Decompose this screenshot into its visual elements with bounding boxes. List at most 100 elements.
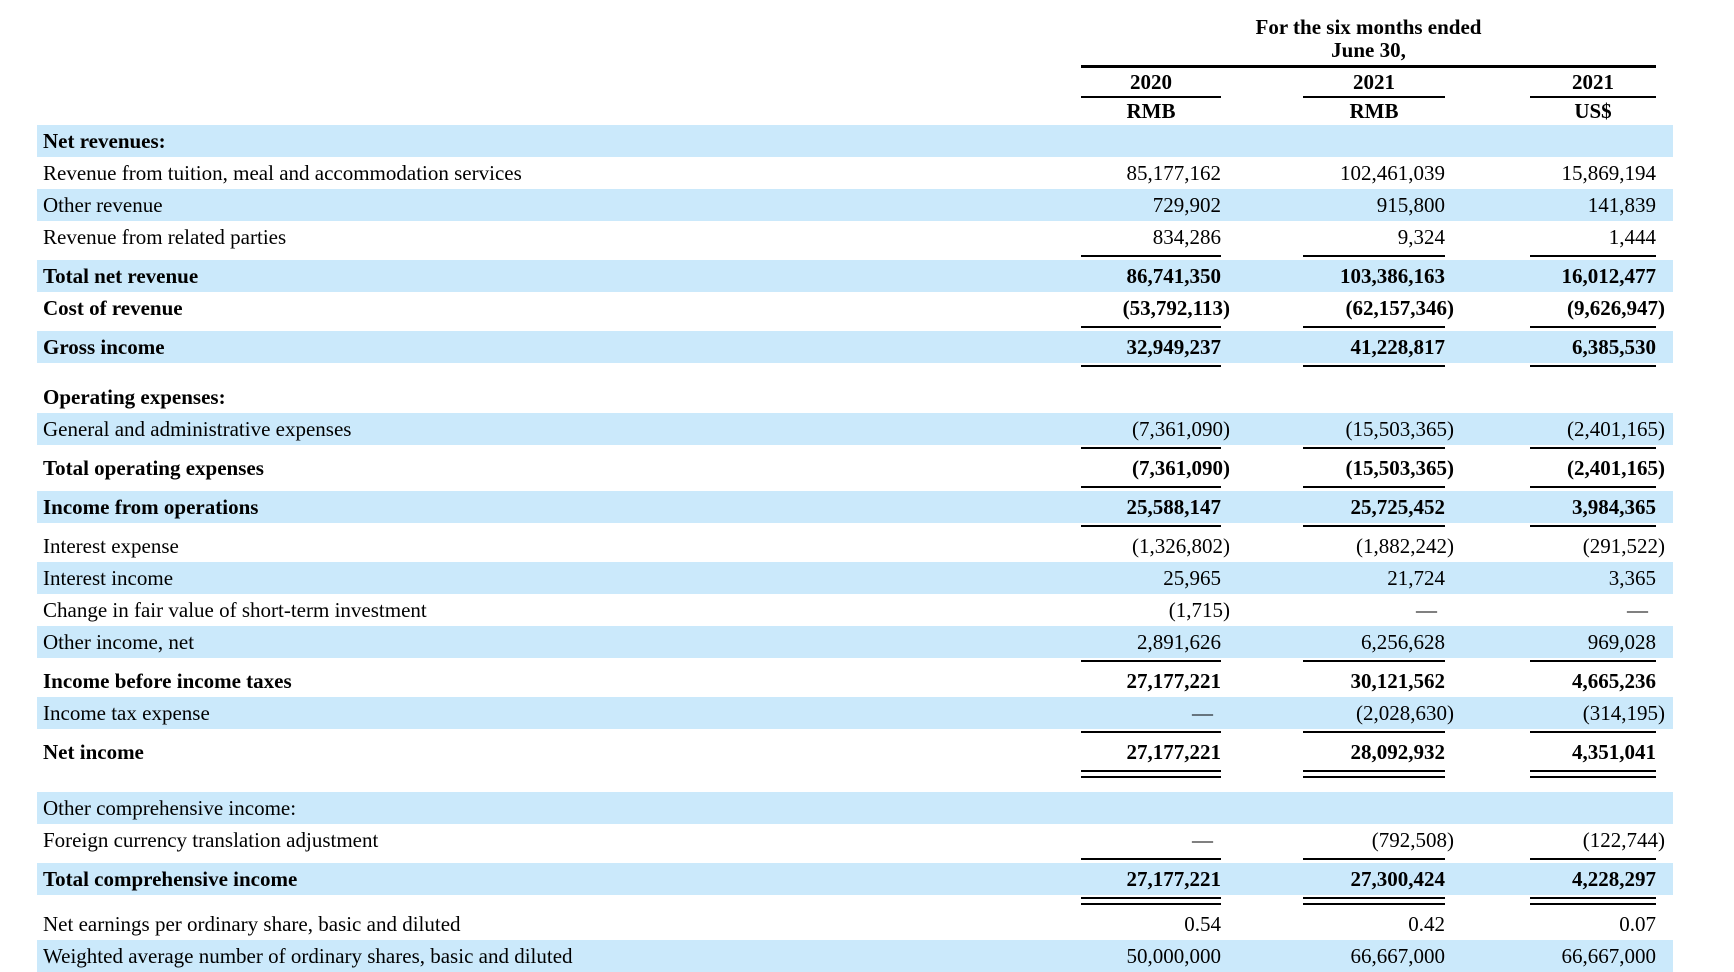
table-row: Interest income 25,965 21,724 3,365 [37,562,1673,594]
value-cell: 27,177,221 [1126,866,1222,891]
table-row: Total comprehensive income 27,177,221 27,3… [37,863,1673,895]
value-cell: (15,503,365) [1345,416,1455,441]
value-cell: 9,324 [1397,224,1445,249]
value-cell: 66,667,000 [1350,943,1446,968]
col-header-year-2020: 2020 [1081,69,1221,98]
rule-gap [37,253,1081,260]
rule-gap [1221,729,1303,736]
table-row: Revenue from related parties 834,286 9,324… [37,221,1673,253]
subtotal-rule-row [37,324,1673,331]
value-cell: 25,965 [1163,565,1221,590]
value-cell: 0.54 [1184,911,1221,936]
single-rule-line [1530,326,1656,331]
table-row: General and administrative expenses (7,36… [37,413,1673,445]
value-cell: 4,665,236 [1572,668,1656,693]
value-cell: — [1416,597,1437,622]
double-rule-line [1530,897,1656,905]
value-cell: 3,984,365 [1572,494,1656,519]
income-statement-body: Net revenues: Revenue from tuition, meal … [0,125,1734,972]
value-cell: 2,891,626 [1137,629,1221,654]
value-cell: 27,177,221 [1126,739,1222,764]
single-rule-line [1530,858,1656,863]
value-cell: 16,012,477 [1561,263,1657,288]
table-row: Other comprehensive income: [37,792,1673,824]
total-double-rule-row [37,895,1673,908]
subtotal-rule-row [37,729,1673,736]
row-label: Income before income taxes [43,668,292,693]
rule-gap [1221,253,1303,260]
rule-gap [37,768,1081,781]
single-rule-line [1303,858,1445,863]
value-cell: 4,228,297 [1572,866,1656,891]
rule-gap [37,856,1081,863]
rule-gap [37,895,1081,908]
subtotal-rule-row [37,363,1673,370]
spacer-row [0,370,1734,381]
value-cell: 27,177,221 [1126,668,1222,693]
single-rule-line [1081,486,1221,491]
table-row: Revenue from tuition, meal and accommoda… [37,157,1673,189]
value-cell: 729,902 [1152,192,1221,217]
row-label: Revenue from related parties [43,224,287,249]
single-rule-line [1530,365,1656,370]
rule-gap [37,729,1081,736]
single-rule-line [1303,326,1445,331]
single-rule-line [1530,525,1656,530]
value-cell: 915,800 [1376,192,1445,217]
value-cell: 27,300,424 [1350,866,1446,891]
value-cell: 0.07 [1619,911,1656,936]
row-label: Other income, net [43,629,195,654]
subtotal-rule-row [37,445,1673,452]
value-cell: (314,195) [1582,700,1665,725]
rule-gap [1221,658,1303,665]
col-header-currency-usd-2021: US$ [1574,99,1612,123]
rule-gap [1445,856,1530,863]
row-label: Operating expenses: [43,384,226,409]
value-cell: (792,508) [1371,827,1454,852]
spacer-row [0,781,1734,792]
table-row: Income tax expense — (2,028,630) (314,195) [37,697,1673,729]
row-label: Net income [43,739,144,764]
single-rule-line [1530,486,1656,491]
value-cell: (53,792,113) [1122,295,1230,320]
single-rule-line [1303,731,1445,736]
rule-gap [1445,729,1530,736]
table-row: Income from operations 25,588,147 25,725,4… [37,491,1673,523]
rule-gap [37,445,1081,452]
single-rule-line [1530,731,1656,736]
row-label: Cost of revenue [43,295,183,320]
rule-gap [1221,523,1303,530]
value-cell: (2,401,165) [1567,455,1665,480]
value-cell: (62,157,346) [1345,295,1455,320]
row-label: Interest expense [43,533,179,558]
value-cell: 141,839 [1587,192,1656,217]
table-row: Operating expenses: [37,381,1673,413]
value-cell: — [1627,597,1648,622]
value-cell: 6,256,628 [1361,629,1445,654]
row-label: Change in fair value of short-term inves… [43,597,427,622]
value-cell: (7,361,090) [1132,455,1230,480]
value-cell: 25,588,147 [1126,494,1222,519]
value-cell: — [1192,827,1213,852]
value-cell: 50,000,000 [1126,943,1222,968]
rule-gap [1445,523,1530,530]
value-cell: (15,503,365) [1345,455,1455,480]
rule-gap [1445,768,1530,781]
value-cell: (2,028,630) [1356,700,1454,725]
row-label: Net earnings per ordinary share, basic a… [43,911,461,936]
row-label: Revenue from tuition, meal and accommoda… [43,160,522,185]
subtotal-rule-row [37,658,1673,665]
table-row: Change in fair value of short-term inves… [37,594,1673,626]
row-label: Total operating expenses [43,455,264,480]
value-cell: (122,744) [1582,827,1665,852]
single-rule-line [1081,447,1221,452]
rule-gap [1221,363,1303,370]
single-rule-line [1530,447,1656,452]
table-row: Gross income 32,949,237 41,228,817 6,385,53… [37,331,1673,363]
rule-gap [1445,445,1530,452]
double-rule-line [1303,770,1445,778]
table-row: Total net revenue 86,741,350 103,386,163 16… [37,260,1673,292]
table-row: Other income, net 2,891,626 6,256,628 969,0… [37,626,1673,658]
value-cell: — [1192,700,1213,725]
row-label: Foreign currency translation adjustment [43,827,379,852]
